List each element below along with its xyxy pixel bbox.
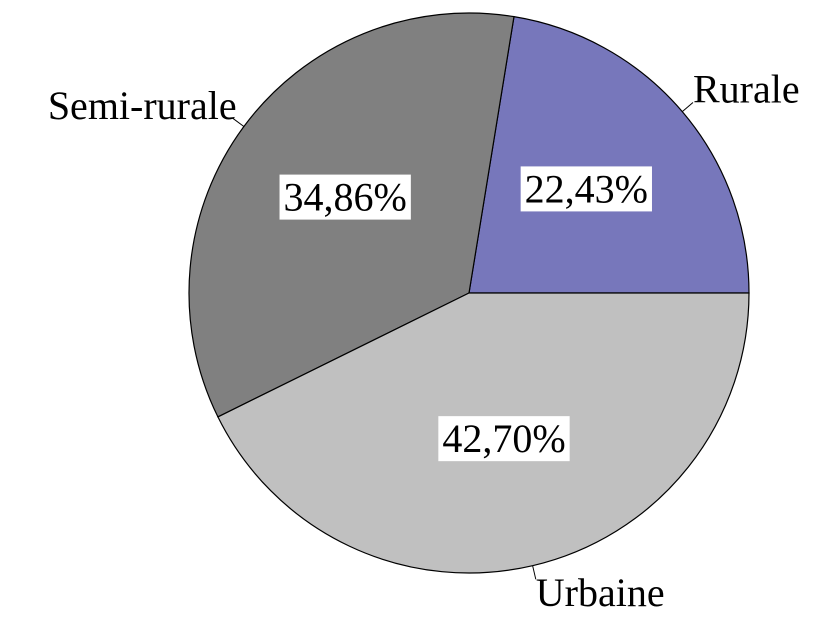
pie-slice [468,15,750,294]
value-label-bg [438,416,570,462]
category-label: Urbaine [536,570,665,615]
category-label: Rurale [693,67,800,112]
leader-line [532,565,537,580]
category-label: Semi-rurale [48,83,237,128]
value-label: 42,70% [442,416,565,461]
value-label-bg [520,166,652,212]
leader-line [232,117,245,127]
leader-line [681,102,694,112]
value-label-bg [279,174,411,220]
value-label: 22,43% [525,166,648,211]
value-label: 34,86% [284,175,407,220]
